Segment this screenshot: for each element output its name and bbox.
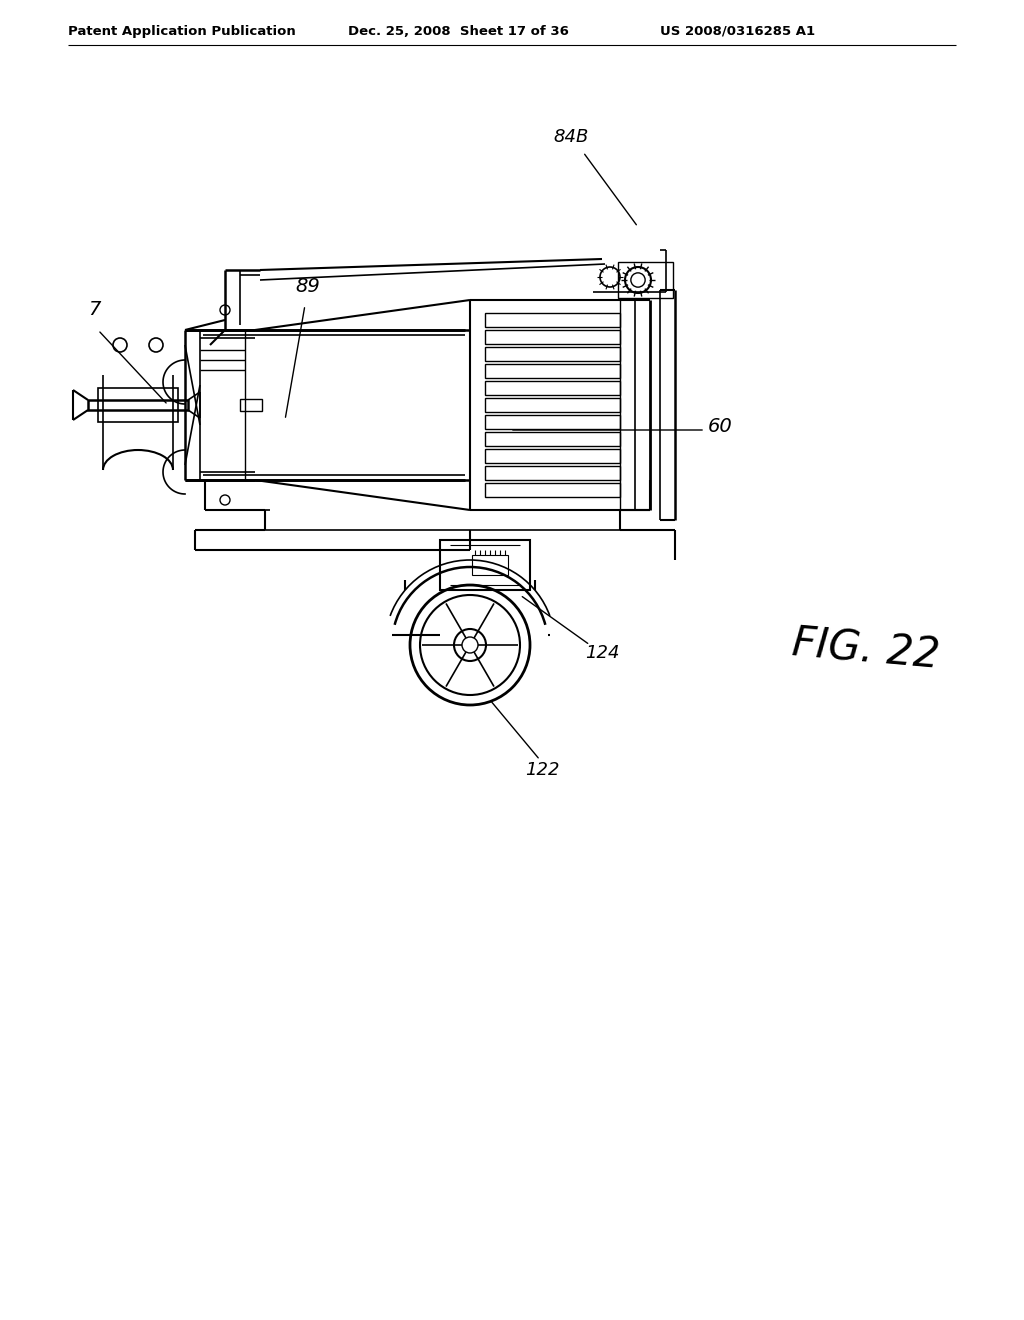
Text: FIG. 22: FIG. 22 — [790, 623, 941, 677]
Text: 7: 7 — [88, 300, 100, 319]
Bar — [88, 400, 188, 411]
Bar — [240, 399, 262, 411]
Bar — [485, 483, 620, 498]
Bar — [485, 313, 620, 327]
Text: 60: 60 — [708, 417, 733, 436]
Bar — [618, 261, 673, 298]
Bar — [485, 347, 620, 360]
Bar — [485, 414, 620, 429]
Bar — [485, 466, 620, 480]
Text: 89: 89 — [295, 277, 319, 296]
Text: 122: 122 — [525, 762, 559, 779]
Bar — [485, 432, 620, 446]
Text: US 2008/0316285 A1: US 2008/0316285 A1 — [660, 25, 815, 38]
Text: Dec. 25, 2008  Sheet 17 of 36: Dec. 25, 2008 Sheet 17 of 36 — [348, 25, 569, 38]
Text: Patent Application Publication: Patent Application Publication — [68, 25, 296, 38]
Text: 84B: 84B — [553, 128, 589, 147]
Bar — [485, 364, 620, 378]
Bar — [472, 554, 508, 576]
Bar — [440, 540, 530, 590]
Bar — [485, 330, 620, 345]
Text: 124: 124 — [585, 644, 620, 663]
Bar — [98, 388, 178, 422]
Bar — [485, 381, 620, 395]
Bar — [485, 449, 620, 463]
Bar — [485, 399, 620, 412]
